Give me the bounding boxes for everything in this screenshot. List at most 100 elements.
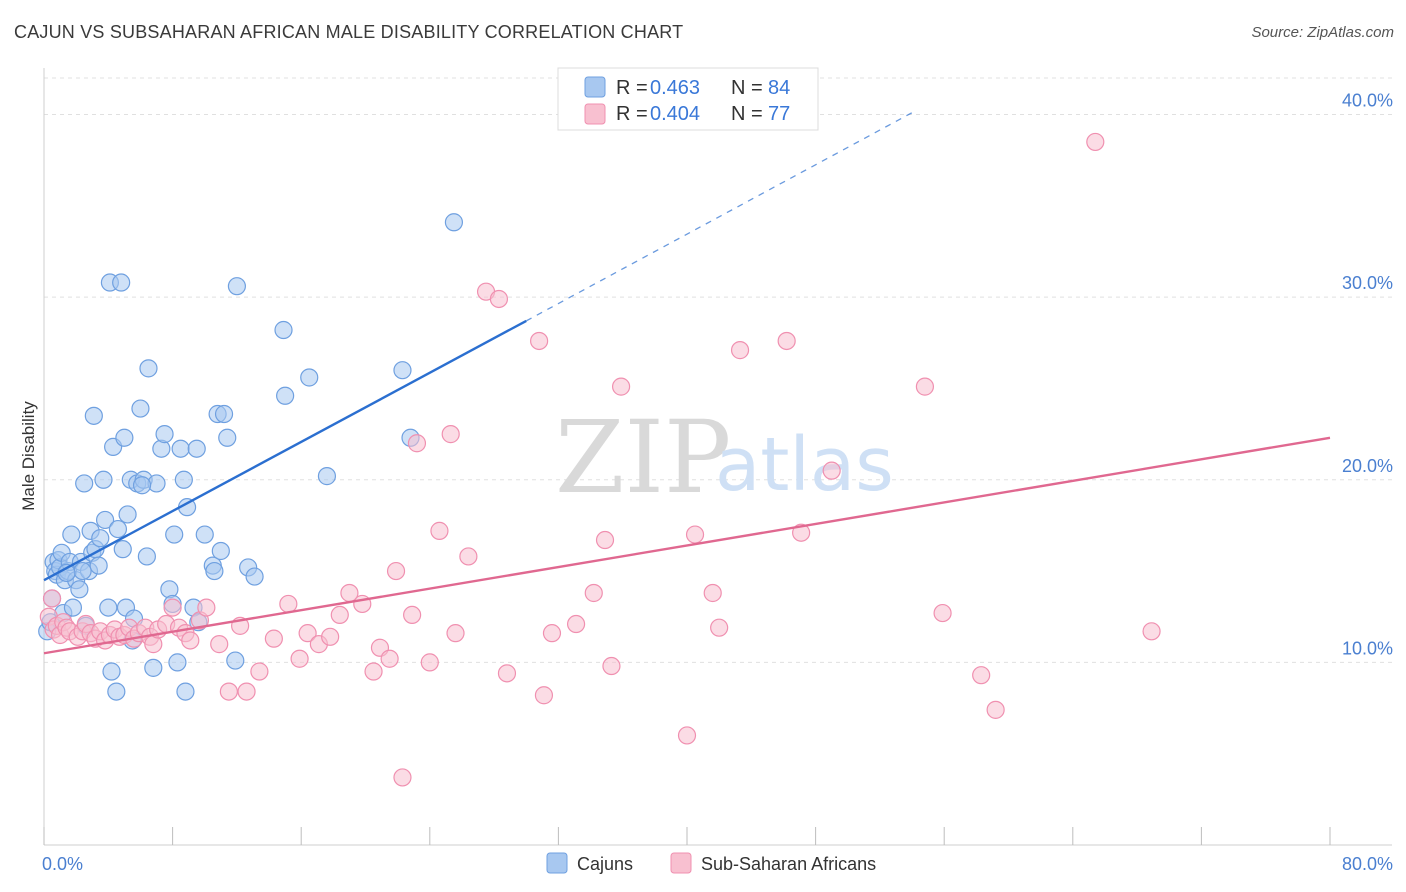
cajun-point [393, 361, 412, 380]
legend-r-value-1: 0.463 [650, 77, 700, 99]
cajun-point [75, 474, 94, 493]
ssa-point [264, 629, 283, 648]
cajun-point [131, 399, 150, 418]
legend-r-label-1: R = [616, 77, 648, 99]
ssa-point [497, 664, 517, 683]
cajun-point [112, 273, 131, 292]
ssa-point [446, 624, 465, 643]
legend-n-value-2: 77 [768, 103, 790, 125]
cajun-point [89, 556, 108, 575]
legend-n-value-1: 84 [768, 77, 790, 99]
cajun-point [115, 428, 134, 447]
cajun-point [139, 359, 158, 378]
ssa-point [420, 653, 439, 672]
cajun-point [176, 682, 195, 701]
ssa-point [459, 547, 478, 566]
cajun-point [95, 510, 115, 530]
cajun-point [187, 439, 206, 458]
x-tick-label: 80.0% [1342, 854, 1393, 874]
data-points [38, 132, 1161, 787]
ssa-point [972, 666, 991, 685]
ssa-point [181, 631, 200, 650]
ssa-point [430, 521, 449, 540]
ssa-point [986, 700, 1005, 719]
cajun-point [444, 213, 464, 232]
ssa-point [279, 594, 298, 614]
ssa-point [210, 635, 229, 654]
ssa-point [915, 377, 935, 396]
y-tick-label: 30.0% [1342, 273, 1393, 293]
cajun-point [211, 541, 230, 561]
ssa-point [1142, 622, 1161, 641]
legend-swatch-cajuns [584, 76, 606, 98]
ssa-point [163, 598, 182, 617]
legend-r-label-2: R = [616, 103, 648, 125]
y-tick-label: 10.0% [1342, 638, 1393, 658]
y-axis-label: Male Disability [19, 401, 38, 511]
cajun-trend-extension [525, 112, 913, 322]
ssa-point [534, 686, 554, 705]
ssa-point [530, 331, 549, 351]
cajun-point [155, 425, 174, 444]
ssa-point [710, 618, 729, 637]
cajun-point [62, 525, 81, 544]
ssa-point [933, 603, 952, 623]
ssa-point [602, 656, 621, 676]
cajun-point [195, 525, 214, 544]
ssa-point [219, 682, 238, 701]
ssa-point [197, 598, 216, 617]
ssa-point [611, 377, 631, 396]
legend-n-label-1: N = [731, 77, 763, 99]
ssa-point [393, 768, 412, 787]
ssa-point [330, 605, 349, 625]
bottom-legend-swatch-ssa [670, 852, 692, 874]
cajun-point [227, 277, 246, 296]
bottom-legend-swatch-cajuns [546, 852, 568, 874]
cajun-point [63, 598, 83, 617]
series-legend: Cajuns Sub-Saharan Africans [546, 852, 876, 874]
ssa-point [566, 614, 586, 634]
cajun-point [137, 547, 156, 566]
ssa-point [237, 682, 256, 701]
cajun-point [73, 561, 92, 581]
source-credit: Source: ZipAtlas.com [1251, 24, 1394, 41]
cajun-point [132, 476, 152, 495]
ssa-point [595, 530, 615, 550]
cajun-point [94, 470, 113, 489]
ssa-point [792, 523, 811, 542]
ssa-point [542, 624, 562, 643]
ssa-point [703, 583, 722, 603]
watermark-zip: ZIP [555, 399, 731, 516]
bottom-legend-cajuns: Cajuns [577, 854, 633, 874]
ssa-point [441, 425, 460, 444]
y-tick-label: 40.0% [1342, 91, 1393, 111]
cajun-point [99, 598, 118, 617]
cajun-point [226, 651, 245, 670]
cajun-point [214, 404, 234, 424]
legend-r-value-2: 0.404 [650, 103, 700, 125]
cajun-point [218, 428, 237, 447]
cajun-point [300, 368, 319, 387]
cajun-point [245, 567, 264, 586]
legend-n-label-2: N = [731, 103, 763, 125]
ssa-point [380, 649, 399, 668]
legend-swatch-ssa [584, 103, 606, 125]
bottom-legend-ssa: Sub-Saharan Africans [701, 854, 876, 874]
cajun-point [144, 658, 163, 677]
cajun-point [84, 406, 103, 425]
ssa-point [677, 726, 697, 745]
cajun-point [107, 682, 126, 701]
watermark: ZIP atlas [555, 399, 894, 516]
ssa-point [777, 331, 796, 351]
ssa-point [730, 341, 750, 360]
cajun-point [276, 386, 295, 405]
ssa-point [584, 583, 603, 603]
y-tick-label: 20.0% [1342, 456, 1393, 476]
cajun-point [91, 529, 110, 548]
cajun-point [118, 505, 137, 524]
correlation-legend: R = 0.463 N = 84 R = 0.404 N = 77 [557, 67, 819, 131]
ssa-point [407, 434, 427, 453]
cajun-trend-line [43, 319, 527, 582]
ssa-point [321, 627, 340, 646]
ssa-point [290, 649, 309, 668]
